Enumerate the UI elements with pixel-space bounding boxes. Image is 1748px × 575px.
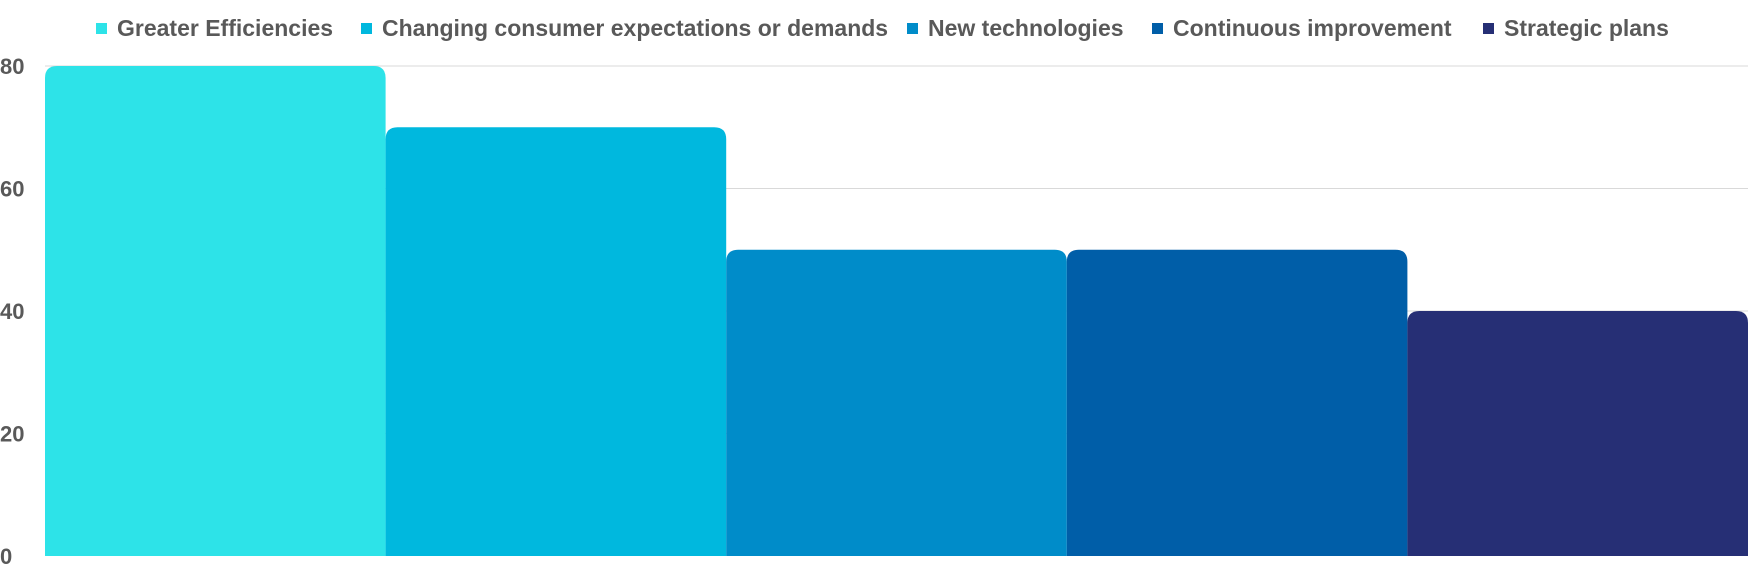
legend-label: Changing consumer expectations or demand… xyxy=(382,15,888,41)
legend-swatch xyxy=(1152,23,1163,34)
legend-item: New technologies xyxy=(907,15,1124,41)
y-tick-label: 20 xyxy=(0,422,24,447)
bars xyxy=(45,66,1748,556)
legend-item: Strategic plans xyxy=(1483,15,1669,41)
legend-item: Changing consumer expectations or demand… xyxy=(361,15,888,41)
legend: Greater Efficiencies Changing consumer ex… xyxy=(96,15,1669,41)
legend-label: New technologies xyxy=(928,15,1124,41)
legend-swatch xyxy=(907,23,918,34)
bar-changing-consumer-expectations-or-demands xyxy=(385,127,727,556)
legend-item: Continuous improvement xyxy=(1152,15,1452,41)
bar-strategic-plans xyxy=(1407,311,1748,556)
y-axis-ticks: 0 20 40 60 80 xyxy=(0,54,24,569)
legend-label: Greater Efficiencies xyxy=(117,15,333,41)
bar-new-technologies xyxy=(726,249,1067,556)
legend-swatch xyxy=(361,23,372,34)
bar-continuous-improvement xyxy=(1066,249,1408,556)
legend-swatch xyxy=(96,23,107,34)
bar-greater-efficiencies xyxy=(45,66,386,556)
legend-item: Greater Efficiencies xyxy=(96,15,333,41)
legend-label: Strategic plans xyxy=(1504,15,1669,41)
y-tick-label: 40 xyxy=(0,299,24,324)
y-tick-label: 0 xyxy=(0,544,12,569)
y-tick-label: 80 xyxy=(0,54,24,79)
legend-swatch xyxy=(1483,23,1494,34)
y-tick-label: 60 xyxy=(0,177,24,202)
legend-label: Continuous improvement xyxy=(1173,15,1452,41)
